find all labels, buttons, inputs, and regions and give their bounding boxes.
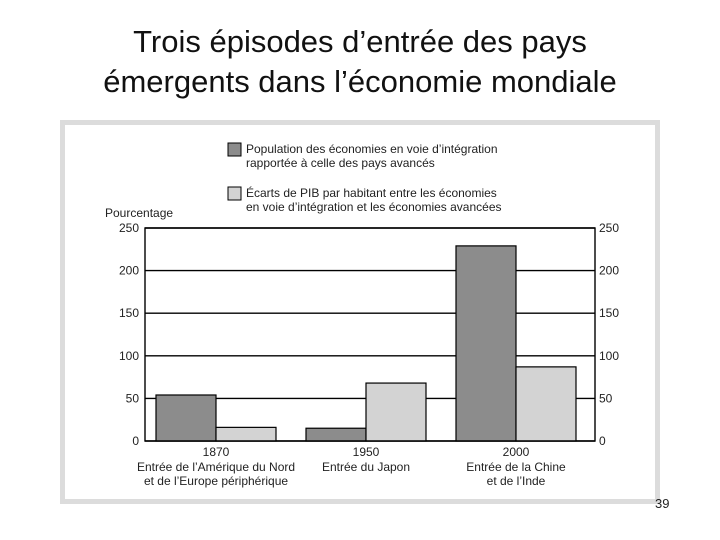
x-tick-year-1950: 1950: [353, 445, 380, 459]
legend: Population des économies en voie d’intég…: [227, 142, 502, 214]
x-tick-year-2000: 2000: [503, 445, 530, 459]
bar-2000-series-1: [455, 245, 517, 442]
y-tick-right-150: 150: [599, 306, 619, 320]
x-category-label-1870-line-2: et de l’Europe périphérique: [144, 474, 288, 488]
y-tick-left-0: 0: [132, 434, 139, 448]
y-tick-right-250: 250: [599, 221, 619, 235]
bar-1870-series-2: [215, 426, 277, 442]
legend-swatch-1: [227, 142, 242, 157]
bar-1950-series-1: [305, 427, 367, 442]
bars-layer: [155, 245, 577, 442]
bar-1870-series-1: [155, 394, 217, 442]
figure-frame: 0 0 50 50 100 100 150 150 200 200 250 250 Pourcentag…: [60, 120, 660, 504]
plot-frame: [144, 227, 596, 442]
x-category-label-2000-line-2: et de l’Inde: [487, 474, 546, 488]
y-tick-right-0: 0: [599, 434, 606, 448]
slide-title: Trois épisodes d’entrée des pays émergen…: [0, 22, 720, 102]
y-tick-left-250: 250: [119, 221, 139, 235]
x-category-label-1870-line-1: Entrée de l’Amérique du Nord: [137, 460, 295, 474]
legend-label-1-line-1: Population des économies en voie d’intég…: [246, 142, 498, 156]
y-tick-left-200: 200: [119, 264, 139, 278]
y-tick-right-100: 100: [599, 349, 619, 363]
slide-title-line-1: Trois épisodes d’entrée des pays: [133, 24, 587, 59]
y-axis-label: Pourcentage: [105, 206, 173, 220]
legend-label-2-line-2: en voie d’intégration et les économies a…: [246, 200, 502, 214]
page-number: 39: [655, 496, 670, 511]
y-tick-left-50: 50: [126, 391, 140, 405]
bar-2000-series-2: [515, 366, 577, 442]
legend-label-1-line-2: rapportée à celle des pays avancés: [246, 156, 435, 170]
y-tick-right-50: 50: [599, 391, 613, 405]
y-tick-right-200: 200: [599, 264, 619, 278]
x-tick-year-1870: 1870: [203, 445, 230, 459]
bar-1950-series-2: [365, 382, 427, 442]
slide-title-line-2: émergents dans l’économie mondiale: [103, 64, 617, 99]
x-category-label-2000-line-1: Entrée de la Chine: [466, 460, 566, 474]
y-tick-left-150: 150: [119, 306, 139, 320]
figure-inner: 0 0 50 50 100 100 150 150 200 200 250 250 Pourcentag…: [65, 125, 655, 499]
legend-swatch-2: [227, 186, 242, 201]
x-category-label-1950-line-1: Entrée du Japon: [322, 460, 410, 474]
legend-label-2-line-1: Écarts de PIB par habitant entre les éco…: [246, 185, 497, 200]
y-tick-left-100: 100: [119, 349, 139, 363]
